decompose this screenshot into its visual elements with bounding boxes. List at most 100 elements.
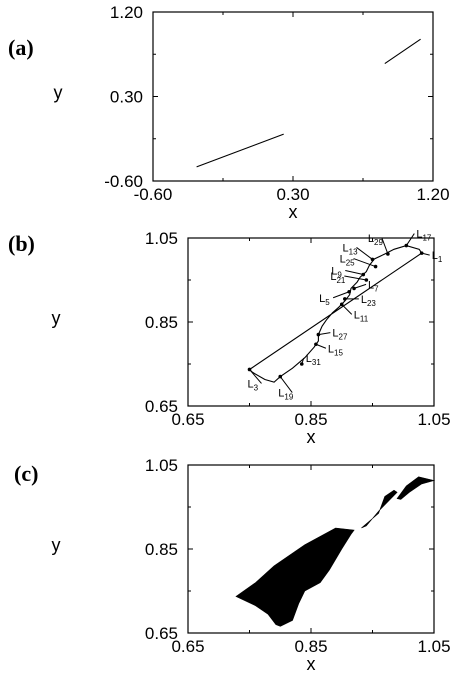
annotation-point [316,332,321,337]
annotation-pointer [344,275,367,281]
plot-frame [152,11,434,182]
annotation-main: L [354,309,360,321]
series-line-2 [384,38,421,65]
annotation-point [361,272,366,277]
y-axis-label: y [54,83,63,103]
annotation-sub: 17 [422,234,431,243]
x-tick-label: -0.60 [134,185,173,204]
annotation-label-L5: L5 [319,293,330,307]
annotation-main: L [332,328,338,340]
annotation-sub: 3 [254,383,259,392]
annotation-point [352,286,356,291]
annotation-sub: 29 [374,238,383,247]
annotation-pointer [341,304,353,315]
annotation-label-L15: L15 [328,343,344,357]
annotation-sub: 5 [325,298,330,307]
annotation-sub: 19 [284,393,293,402]
panel-label: (b) [8,231,35,256]
annotation-sub: 23 [367,299,376,308]
y-tick-label: 1.05 [145,456,178,475]
annotation-main: L [319,293,325,305]
annotation-pointer [315,343,327,349]
annotation-sub: 25 [346,259,355,268]
annotation-label-L7: L7 [368,279,379,293]
x-tick-label: 0.65 [171,637,204,656]
annotation-label-L17: L17 [416,229,432,243]
series-line-1 [196,133,284,168]
annotation-pointer [405,233,415,246]
annotation-main: L [306,353,312,365]
x-axis-label: x [307,427,316,447]
annotation-label-L21: L21 [330,271,346,285]
x-tick-label: 0.85 [294,637,327,656]
annotation-pointer [279,376,293,393]
annotation-main: L [248,378,254,390]
y-tick-label: 0.85 [145,540,178,559]
annotation-label-L25: L25 [340,254,356,268]
annotation-pointer [345,270,364,276]
x-axis-label: x [289,202,298,222]
annotation-point [364,278,369,282]
y-tick-label: 0.65 [145,397,178,416]
annotation-sub: 7 [374,284,379,293]
annotation-sub: 13 [349,247,358,256]
annotation-label-L23: L23 [361,294,377,308]
y-tick-label: -0.60 [104,172,143,191]
annotation-main: L [416,229,422,241]
annotation-sub: 9 [337,271,342,280]
annotation-main: L [328,343,334,355]
plot-frame [187,237,435,407]
y-tick-label: 1.20 [110,3,143,22]
annotation-main: L [432,250,438,262]
y-tick-label: 0.85 [145,313,178,332]
annotation-pointer [353,258,376,268]
scatter-region-1 [235,527,355,627]
annotation-main: L [343,242,349,254]
scatter-region-2 [361,489,398,529]
annotation-main: L [278,388,284,400]
annotation-label-L31: L31 [306,353,322,367]
panel-label: (a) [8,35,34,60]
panel-b: (b)0.650.650.850.851.051.05xyL1L3L5L7L9L… [8,229,451,447]
annotation-label-L29: L29 [368,233,384,247]
y-tick-label: 0.65 [145,624,178,643]
panel-a: (a) -0.60-0.60 0.30 0.30 1.20 1.20 x y [8,3,450,222]
x-axis-label: x [307,654,316,674]
annotation-sub: 15 [334,348,343,357]
annotation-sub: 31 [312,358,321,367]
annotation-pointer [332,291,350,299]
y-tick-label: 1.05 [145,229,178,248]
annotation-sub: 21 [336,276,345,285]
annotation-pointer [356,247,373,260]
annotation-pointer [421,252,430,256]
x-tick-label: 0.30 [276,185,309,204]
scatter-region-3 [396,476,436,500]
annotation-label-L9: L9 [331,266,342,280]
annotation-label-L1: L1 [432,250,443,264]
x-tick-label: 1.05 [417,410,450,429]
annotation-label-L27: L27 [332,328,348,342]
annotation-sub: 11 [360,314,369,323]
annotation-main: L [368,233,374,245]
annotation-label-L19: L19 [278,388,294,402]
annotation-main: L [330,271,336,283]
x-tick-label: 0.85 [294,410,327,429]
annotation-sub: 1 [438,255,443,264]
annotation-main: L [368,279,374,291]
panel-c: (c) 0.650.65 0.85 0.85 1.05 1.05 x y [14,456,451,674]
annotation-sub: 27 [339,333,348,342]
annotation-main: L [361,294,367,306]
annotation-pointer [381,237,389,255]
annotation-pointer [301,357,305,365]
annotation-main: L [340,254,346,266]
annotation-pointer [249,369,262,384]
x-tick-label: 1.05 [417,637,450,656]
annotation-label-L3: L3 [248,378,259,392]
panel-label: (c) [14,461,38,486]
annotation-label-L13: L13 [343,242,359,256]
y-axis-label: y [52,308,61,328]
annotation-main: L [331,266,337,278]
x-tick-label: 1.20 [416,185,449,204]
